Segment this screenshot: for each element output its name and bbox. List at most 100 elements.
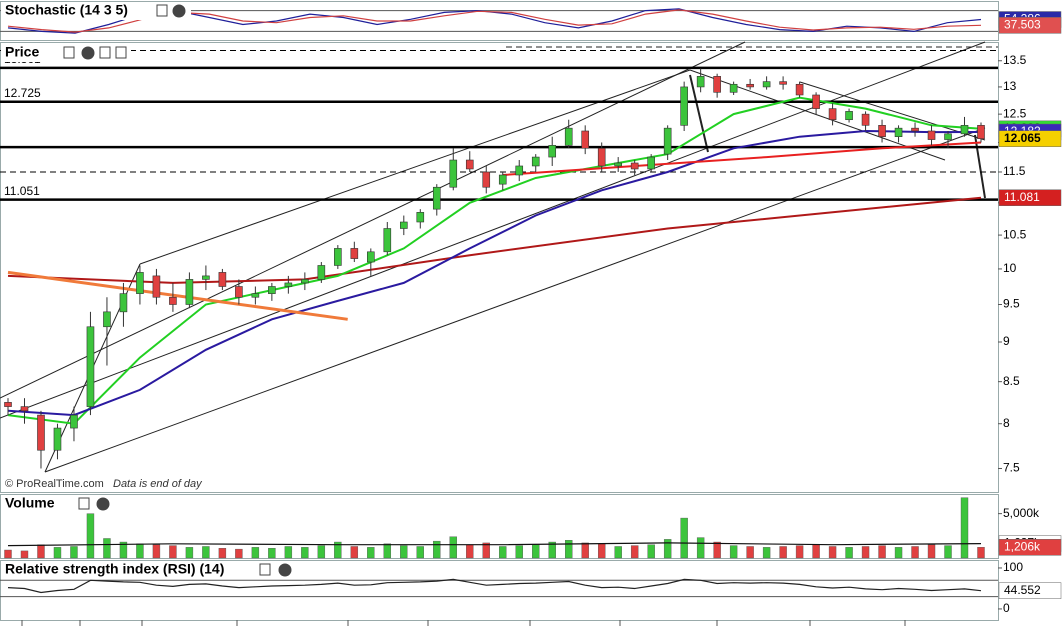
header-icons[interactable] [63, 4, 292, 577]
volume-bar [647, 544, 655, 559]
down-icon[interactable] [115, 46, 127, 59]
channel-line [0, 41, 986, 419]
volume-bar [185, 547, 194, 559]
volume-bar [515, 545, 523, 559]
volume-bar [119, 541, 128, 559]
volume-bar [663, 539, 672, 559]
candle-body [20, 406, 29, 412]
level-label: 12.725 [4, 86, 41, 100]
volume-bar [53, 547, 62, 559]
candle-body [795, 83, 804, 96]
panel-title: Price [5, 44, 39, 60]
candle-body [449, 159, 458, 188]
volume-bar [70, 546, 78, 559]
close-icon[interactable] [278, 563, 292, 577]
value-box [998, 189, 1062, 206]
volume-bar [416, 546, 424, 559]
series-line [7, 542, 982, 547]
window-icon[interactable] [156, 4, 168, 17]
candle-body [482, 171, 491, 188]
candle-body [251, 293, 260, 298]
volume-bar [251, 547, 260, 559]
value-box [998, 130, 1062, 147]
y-tick-label: 0 [1003, 601, 1010, 615]
candle-body [729, 83, 738, 93]
volume-bar [86, 513, 95, 559]
window-icon[interactable] [63, 46, 75, 59]
candle-body [136, 272, 144, 294]
x-axis-ticks [21, 620, 906, 626]
volume-bar [565, 540, 573, 559]
y-tick-label: 13.5 [1003, 53, 1027, 67]
candle-body [531, 156, 540, 167]
candle-body [367, 251, 375, 263]
y-tick-label: 8.5 [1003, 374, 1020, 388]
candle-body [779, 81, 787, 85]
volume-bar [152, 544, 161, 559]
window-icon[interactable] [259, 563, 271, 576]
candle-body [152, 275, 161, 298]
candle-body [861, 113, 870, 126]
close-icon[interactable] [172, 4, 186, 18]
candle-body [812, 94, 820, 109]
volume-bar [433, 540, 441, 559]
panel-frame [0, 42, 999, 493]
volume-bar [878, 545, 886, 559]
volume-bar [235, 548, 243, 559]
candle-body [663, 127, 672, 155]
value-box-label: 44.552 [1004, 583, 1041, 597]
y-tick-label: 13 [1003, 79, 1017, 93]
volume-bar [482, 542, 490, 559]
source: © ProRealTime.com [5, 478, 104, 490]
volume-bar [548, 541, 556, 559]
candle-body [399, 221, 408, 229]
y-tick-label: 9 [1003, 334, 1010, 348]
volume-bar [37, 544, 45, 559]
volume-bar [630, 545, 639, 559]
value-box [998, 582, 1062, 599]
close-icon[interactable] [81, 46, 95, 60]
candle-body [268, 286, 276, 294]
candle-body [235, 286, 243, 298]
panel-title: Relative strength index (RSI) (14) [5, 561, 224, 577]
panel-frame [0, 1, 999, 41]
up-icon[interactable] [99, 46, 111, 59]
candle-body [581, 130, 590, 149]
close-icon[interactable] [96, 497, 110, 511]
y-tick-label: 11.5 [1003, 164, 1026, 178]
candle-body [548, 145, 557, 158]
volume-bar [911, 546, 919, 559]
series-line [7, 129, 982, 417]
y-tick-label: 9.5 [1003, 297, 1020, 311]
y-tick-label: 100 [1003, 560, 1023, 574]
volume-bar [977, 547, 985, 559]
series-line [7, 196, 982, 284]
volume-bar [861, 546, 870, 559]
panel-frames [0, 1, 999, 621]
candle-body [185, 279, 194, 305]
volume-bar [779, 546, 787, 559]
value-box-label: 12.065 [1004, 131, 1041, 145]
window-icon[interactable] [78, 497, 90, 510]
candle-body [614, 162, 622, 167]
candle-body [680, 86, 688, 126]
volume-bar [680, 517, 688, 559]
candle-body [350, 248, 359, 259]
volume-bar [350, 546, 359, 559]
panel-title: Volume [5, 495, 55, 511]
volume-bar [136, 543, 144, 559]
candle-body [944, 133, 952, 140]
candle-body [597, 147, 606, 167]
candle-body [37, 414, 45, 451]
volume-bar [795, 545, 804, 559]
panel-frame [0, 560, 999, 621]
candle-body [284, 282, 293, 287]
volume-bar [449, 536, 457, 559]
volume-bar [927, 544, 936, 559]
y-tick-label: 8 [1003, 416, 1010, 430]
volume-bar [334, 541, 342, 559]
volume-bar [466, 544, 474, 559]
volume-bar [746, 546, 754, 559]
arrow [974, 134, 986, 199]
